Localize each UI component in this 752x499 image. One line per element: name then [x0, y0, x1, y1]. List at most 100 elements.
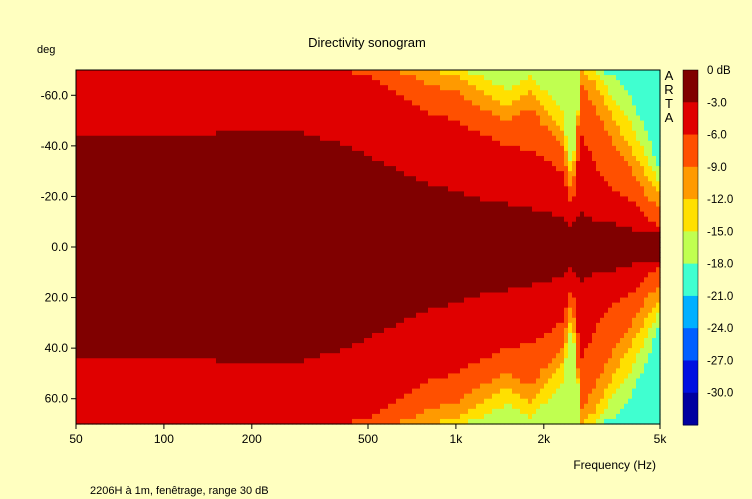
heatmap-cell: [156, 75, 161, 81]
heatmap-cell: [340, 211, 345, 218]
heatmap-cell: [112, 120, 117, 127]
heatmap-cell: [148, 343, 153, 349]
heatmap-cell: [300, 317, 305, 324]
heatmap-cell: [276, 191, 281, 198]
plot-area: [75, 69, 661, 425]
heatmap-cell: [172, 181, 177, 187]
heatmap-cell: [220, 252, 225, 258]
heatmap-cell: [100, 100, 105, 106]
heatmap-cell: [140, 241, 145, 248]
heatmap-cell: [192, 287, 197, 294]
heatmap-cell: [116, 105, 121, 112]
heatmap-cell: [116, 226, 121, 233]
heatmap-cell: [280, 408, 285, 415]
heatmap-cell: [320, 105, 325, 112]
heatmap-cell: [336, 140, 341, 147]
heatmap-cell: [256, 252, 261, 258]
heatmap-cell: [320, 70, 325, 76]
heatmap-cell: [272, 262, 277, 268]
heatmap-cell: [268, 312, 273, 319]
heatmap-cell: [284, 252, 289, 258]
heatmap-cell: [104, 236, 109, 243]
heatmap-cell: [248, 343, 253, 349]
heatmap-cell: [288, 70, 293, 76]
heatmap-cell: [228, 307, 233, 314]
heatmap-cell: [344, 216, 349, 223]
heatmap-cell: [184, 418, 189, 425]
heatmap-cell: [184, 226, 189, 233]
heatmap-cell: [156, 378, 161, 385]
heatmap-cell: [200, 171, 205, 177]
heatmap-cell: [140, 302, 145, 309]
heatmap-cell: [152, 181, 157, 187]
heatmap-cell: [80, 70, 85, 76]
heatmap-cell: [356, 267, 361, 273]
heatmap-cell: [344, 196, 349, 203]
heatmap-cell: [312, 236, 317, 243]
heatmap-cell: [116, 171, 121, 177]
heatmap-cell: [280, 75, 285, 81]
heatmap-cell: [228, 70, 233, 76]
heatmap-cell: [124, 257, 129, 263]
heatmap-cell: [140, 363, 145, 369]
heatmap-cell: [84, 373, 89, 380]
heatmap-cell: [88, 252, 93, 258]
heatmap-cell: [248, 327, 253, 334]
heatmap-cell: [284, 181, 289, 187]
heatmap-cell: [120, 125, 125, 132]
heatmap-cell: [196, 413, 201, 420]
heatmap-cell: [100, 90, 105, 96]
heatmap-cell: [168, 247, 173, 253]
heatmap-cell: [88, 292, 93, 299]
heatmap-cell: [108, 418, 113, 425]
heatmap-cell: [76, 125, 81, 132]
heatmap-cell: [100, 393, 105, 400]
heatmap-cell: [308, 368, 313, 375]
heatmap-cell: [112, 70, 117, 76]
heatmap-cell: [84, 145, 89, 152]
heatmap-cell: [208, 297, 213, 304]
heatmap-cell: [92, 322, 97, 329]
heatmap-cell: [264, 80, 269, 86]
heatmap-cell: [172, 201, 177, 208]
heatmap-cell: [188, 327, 193, 334]
heatmap-cell: [280, 332, 285, 339]
heatmap-cell: [184, 302, 189, 309]
heatmap-cell: [216, 378, 221, 385]
heatmap-cell: [104, 150, 109, 157]
heatmap-cell: [304, 206, 309, 213]
heatmap-cell: [316, 115, 321, 122]
heatmap-cell: [276, 282, 281, 289]
heatmap-cell: [160, 186, 165, 192]
heatmap-cell: [92, 70, 97, 76]
heatmap-cell: [92, 363, 97, 369]
heatmap-cell: [280, 176, 285, 182]
heatmap-cell: [76, 378, 81, 385]
heatmap-cell: [192, 373, 197, 380]
heatmap-cell: [296, 191, 301, 198]
heatmap-cell: [136, 186, 141, 192]
heatmap-cell: [144, 343, 149, 349]
heatmap-cell: [128, 403, 133, 410]
heatmap-cell: [88, 378, 93, 385]
heatmap-cell: [100, 403, 105, 410]
heatmap-cell: [96, 181, 101, 187]
heatmap-cell: [224, 363, 229, 369]
heatmap-cell: [200, 343, 205, 349]
heatmap-cell: [152, 90, 157, 96]
heatmap-cell: [180, 196, 185, 203]
heatmap-cell: [276, 216, 281, 223]
heatmap-cell: [296, 247, 301, 253]
heatmap-cell: [328, 368, 333, 375]
heatmap-cell: [272, 418, 277, 425]
heatmap-cell: [164, 282, 169, 289]
heatmap-cell: [144, 272, 149, 278]
heatmap-cell: [352, 206, 357, 213]
heatmap-cell: [312, 206, 317, 213]
heatmap-cell: [244, 262, 249, 268]
heatmap-cell: [140, 155, 145, 162]
heatmap-cell: [132, 378, 137, 385]
heatmap-cell: [116, 110, 121, 117]
heatmap-cell: [156, 206, 161, 213]
heatmap-cell: [308, 206, 313, 213]
